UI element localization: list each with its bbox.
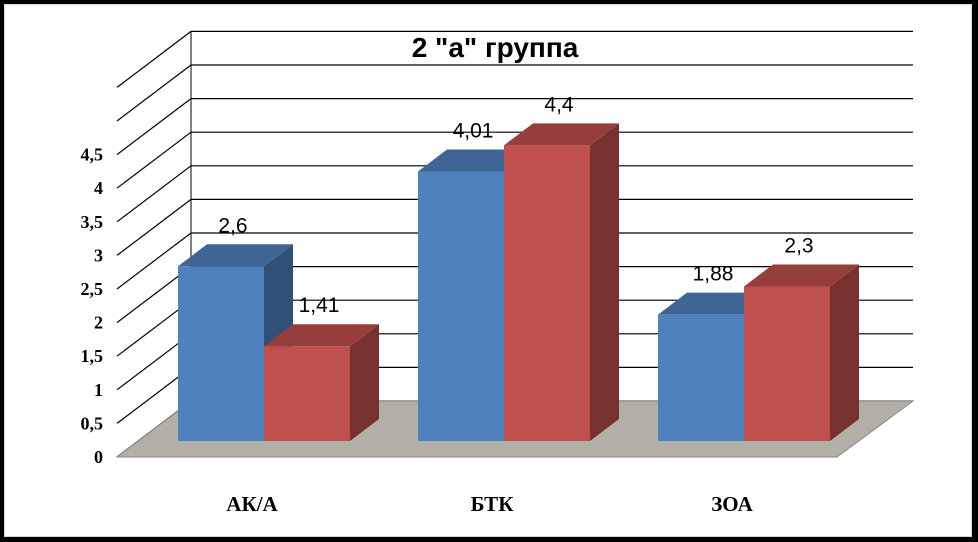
bar-front — [418, 171, 504, 441]
gridline-side — [116, 64, 192, 122]
bar-top — [264, 324, 379, 347]
data-label: 4,4 — [544, 93, 574, 116]
x-axis: АК/А БТК ЗОА — [226, 492, 753, 516]
y-tick-label: 4 — [94, 178, 103, 198]
bar-front — [504, 145, 590, 441]
x-tick-label: БТК — [471, 492, 515, 516]
bar-front — [264, 346, 350, 441]
data-label: 4,01 — [453, 120, 494, 143]
bar-side — [590, 123, 619, 441]
bar-top — [504, 123, 619, 146]
y-tick-label: 1,5 — [81, 346, 104, 366]
data-labels: 2,6 1,41 4,01 4,4 1,88 2,3 — [218, 93, 813, 317]
chart-title: 2 "а" группа — [412, 32, 579, 63]
chart-area: 2 "а" группа 0 0,5 1 1,5 2 2,5 3 3,5 4 4,5 2,6 1,4… — [81, 30, 915, 516]
bar — [504, 123, 619, 441]
y-tick-label: 1 — [94, 380, 103, 400]
gridline-side — [116, 198, 192, 256]
y-tick-label: 0 — [94, 447, 103, 467]
bar-side — [350, 324, 379, 441]
y-axis: 0 0,5 1 1,5 2 2,5 3 3,5 4 4,5 — [81, 145, 104, 467]
x-tick-label: АК/А — [226, 492, 278, 516]
data-label: 1,88 — [693, 263, 734, 286]
gridline-side — [116, 131, 192, 189]
gridline-side — [116, 98, 192, 156]
bar-front — [744, 286, 830, 441]
bar-side — [830, 264, 859, 441]
bar-front — [178, 266, 264, 441]
data-label: 2,3 — [784, 234, 813, 257]
bar-top — [178, 244, 293, 267]
bar — [744, 264, 859, 441]
y-tick-label: 3 — [94, 245, 103, 265]
bar — [264, 324, 379, 441]
y-tick-label: 4,5 — [81, 145, 104, 165]
y-tick-label: 2,5 — [81, 279, 104, 299]
gridline-side — [116, 165, 192, 223]
bar-front — [658, 314, 744, 441]
data-label: 1,41 — [299, 294, 340, 317]
gridline-side — [116, 232, 192, 290]
x-tick-label: ЗОА — [711, 492, 753, 516]
data-label: 2,6 — [218, 214, 247, 237]
y-tick-label: 3,5 — [81, 212, 104, 232]
y-tick-label: 0,5 — [81, 413, 104, 433]
y-tick-label: 2 — [94, 313, 103, 333]
chart-frame: 2 "а" группа 0 0,5 1 1,5 2 2,5 3 3,5 4 4,5 2,6 1,4… — [4, 4, 972, 537]
bar-top — [744, 264, 859, 287]
bars — [178, 123, 859, 441]
gridline-side — [116, 30, 192, 88]
